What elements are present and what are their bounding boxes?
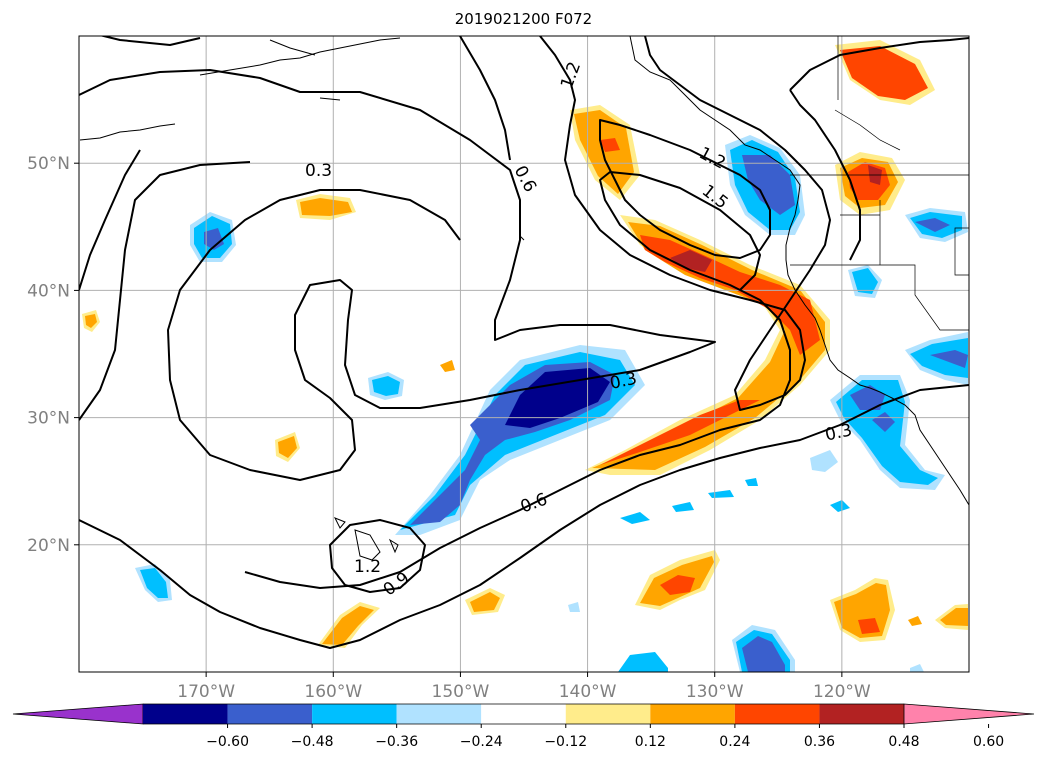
colorbar-swatch xyxy=(481,704,566,724)
positive-anomaly-core xyxy=(670,250,712,272)
lon-tick-label: 120°W xyxy=(813,682,871,702)
coastlines xyxy=(79,36,969,561)
contour-label: 0.3 xyxy=(305,161,332,181)
contour-lines xyxy=(79,36,969,649)
colorbar-tick-label: 0.36 xyxy=(804,734,835,750)
contour-label: 1.5 xyxy=(698,181,732,213)
lon-tick-label: 140°W xyxy=(559,682,617,702)
lon-tick-label: 170°W xyxy=(177,682,235,702)
latitude-axis: 20°N 30°N 40°N 50°N xyxy=(27,154,79,556)
contour-label: 0.9 xyxy=(380,568,414,600)
lat-tick-label: 40°N xyxy=(27,281,70,301)
colorbar: −0.60 −0.48 −0.36 −0.24 −0.12 0.12 0.24 0.36 0.4… xyxy=(12,703,1035,750)
colorbar-tick-label: 0.48 xyxy=(888,734,919,750)
colorbar-tick-label: −0.60 xyxy=(206,734,249,750)
colorbar-swatch xyxy=(565,704,651,724)
contour-label: 0.6 xyxy=(510,162,540,195)
contour-label: 0.6 xyxy=(518,489,550,517)
colorbar-swatch xyxy=(734,704,820,724)
colorbar-swatch xyxy=(396,704,482,724)
map-title: 2019021200 F072 xyxy=(454,10,593,28)
contour-label: 1.2 xyxy=(354,557,381,577)
contour-label: 1.2 xyxy=(696,143,729,173)
lon-tick-label: 160°W xyxy=(304,682,362,702)
anomaly-shading xyxy=(82,40,968,672)
colorbar-swatch xyxy=(312,704,397,724)
map-gridlines xyxy=(79,36,969,672)
colorbar-tick-label: 0.60 xyxy=(973,734,1004,750)
colorbar-extend-high xyxy=(903,703,1035,725)
map-frame xyxy=(78,35,970,673)
lat-tick-label: 20°N xyxy=(27,536,70,556)
colorbar-swatch xyxy=(650,704,735,724)
political-borders xyxy=(790,36,969,331)
lat-tick-label: 30°N xyxy=(27,409,70,429)
colorbar-tick-label: −0.36 xyxy=(375,734,418,750)
lon-tick-label: 150°W xyxy=(432,682,490,702)
contour-label: 0.3 xyxy=(823,420,854,445)
negative-anomaly-core xyxy=(505,368,610,428)
colorbar-tick-label: 0.24 xyxy=(719,734,750,750)
positive-anomaly-inner xyxy=(600,235,820,465)
colorbar-swatch xyxy=(819,704,904,724)
colorbar-swatch xyxy=(143,704,228,724)
lon-tick-label: 130°W xyxy=(686,682,744,702)
colorbar-tick-label: −0.12 xyxy=(544,734,587,750)
colorbar-swatch xyxy=(227,704,313,724)
colorbar-extend-low xyxy=(12,703,144,725)
longitude-axis: 170°W 160°W 150°W 140°W 130°W 120°W xyxy=(177,672,871,702)
lat-tick-label: 50°N xyxy=(27,154,70,174)
colorbar-tick-label: −0.48 xyxy=(291,734,334,750)
colorbar-tick-label: −0.24 xyxy=(460,734,503,750)
colorbar-tick-label: 0.12 xyxy=(635,734,666,750)
